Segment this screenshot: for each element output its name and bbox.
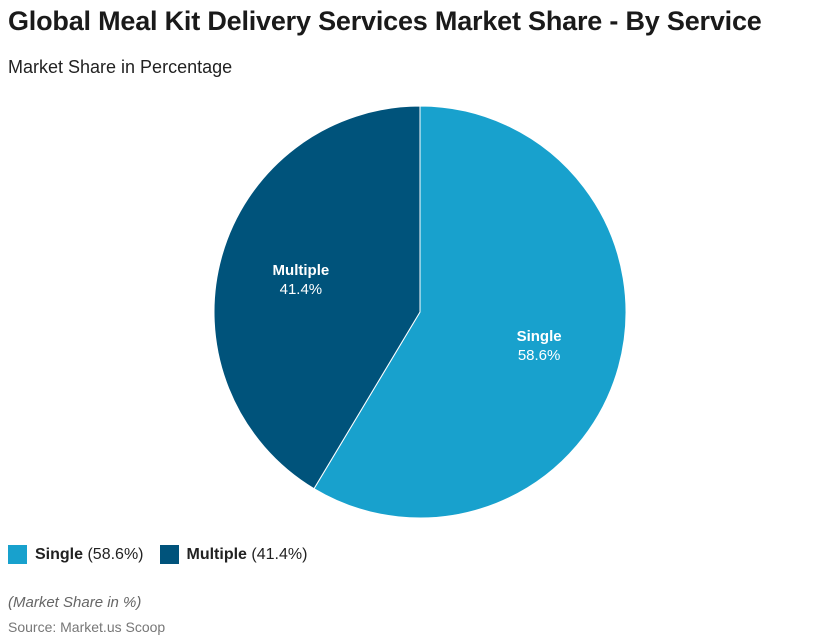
pie-slice-single[interactable] xyxy=(313,105,627,519)
slice-value-label: 41.4% xyxy=(280,281,323,298)
slice-label: Single xyxy=(517,328,562,345)
legend-value: (41.4%) xyxy=(251,545,308,563)
legend-swatch-single xyxy=(8,545,27,564)
legend-label: Single xyxy=(35,545,84,563)
chart-title: Global Meal Kit Delivery Services Market… xyxy=(8,6,762,36)
chart-note: (Market Share in %) xyxy=(8,594,142,611)
chart-source: Source: Market.us Scoop xyxy=(8,619,166,635)
slice-value-label: 58.6% xyxy=(518,347,561,364)
chart-subtitle: Market Share in Percentage xyxy=(8,57,233,77)
slice-label: Multiple xyxy=(273,262,330,279)
legend-item-single[interactable]: Single (58.6%) xyxy=(8,545,144,564)
legend-label: Multiple xyxy=(186,545,247,563)
legend-value: (58.6%) xyxy=(87,545,144,563)
legend-item-multiple[interactable]: Multiple (41.4%) xyxy=(159,545,308,564)
legend-swatch-multiple xyxy=(159,545,179,564)
legend: Single (58.6%) Multiple (41.4%) xyxy=(8,545,307,564)
pie-slice-multiple[interactable] xyxy=(213,105,421,490)
